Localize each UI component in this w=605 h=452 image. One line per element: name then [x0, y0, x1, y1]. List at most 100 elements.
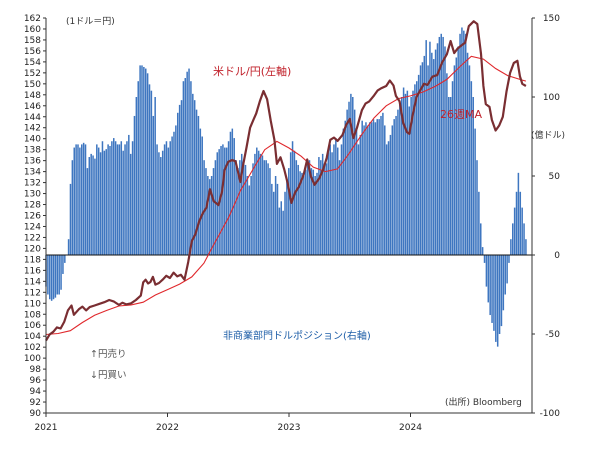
position-bar [402, 87, 405, 256]
position-bar [208, 179, 211, 255]
position-bar [474, 128, 476, 255]
position-bar [156, 144, 158, 255]
position-bar [304, 169, 307, 255]
left-tick-label: 100 [24, 354, 41, 364]
position-bar [272, 191, 275, 255]
position-bar [336, 147, 339, 255]
position-bar [58, 255, 60, 295]
position-bar [75, 144, 77, 255]
position-bar [310, 168, 313, 255]
left-tick-label: 92 [30, 398, 41, 408]
position-bar [519, 191, 522, 255]
left-tick-label: 90 [30, 409, 42, 419]
source-note: (出所) Bloomberg [445, 396, 522, 408]
position-bar [109, 145, 111, 255]
left-tick-label: 148 [24, 91, 41, 101]
position-bar [207, 176, 209, 255]
position-bar [240, 153, 243, 255]
position-bar [229, 131, 232, 255]
left-tick-label: 106 [24, 321, 41, 331]
position-bar [485, 255, 488, 287]
position-bar [333, 144, 335, 255]
position-bar [239, 160, 241, 255]
position-bar [342, 128, 345, 255]
left-tick-label: 144 [24, 113, 41, 123]
position-bar [513, 207, 516, 255]
position-bar [297, 164, 299, 255]
position-bar [79, 147, 81, 255]
position-bar [453, 65, 456, 256]
right-tick-label: -100 [540, 409, 561, 419]
position-bar [327, 152, 330, 255]
position-bar [276, 183, 279, 255]
position-bar [352, 97, 354, 255]
position-bar [412, 90, 414, 256]
left-tick-label: 160 [24, 25, 41, 35]
position-bar [259, 153, 262, 255]
position-bar [124, 144, 126, 255]
position-bar [400, 97, 403, 255]
position-bar [481, 247, 484, 255]
position-bar [385, 144, 388, 255]
position-bar [512, 223, 514, 255]
usdjpy-label: 米ドル/円(左軸) [213, 64, 291, 78]
left-tick-label: 102 [24, 343, 41, 353]
left-tick-label: 136 [24, 157, 41, 167]
position-bar [378, 119, 380, 256]
position-bar [128, 134, 130, 255]
position-bar [357, 144, 360, 255]
position-bar [242, 163, 245, 255]
left-tick-label: 116 [24, 266, 41, 276]
position-bar [167, 147, 170, 255]
right-axis-unit: (億ドル) [531, 129, 565, 141]
position-bar [416, 81, 418, 255]
position-bar [77, 144, 79, 255]
position-bar [203, 160, 205, 255]
position-bar [84, 144, 87, 255]
right-tick-label: -50 [545, 330, 560, 340]
position-bar [97, 147, 100, 255]
position-bar [197, 115, 200, 256]
position-bar [113, 138, 115, 255]
position-bar [261, 155, 264, 255]
left-tick-label: 134 [24, 168, 41, 178]
position-bar [173, 131, 175, 255]
position-bar [459, 33, 461, 255]
position-bar [201, 136, 203, 255]
position-bar [244, 164, 247, 255]
position-bar [463, 30, 465, 255]
position-bar [508, 255, 510, 263]
position-bar [510, 239, 512, 255]
position-bar [220, 145, 222, 255]
position-bar [318, 157, 320, 255]
position-bar [517, 172, 520, 255]
left-tick-label: 118 [24, 255, 41, 265]
position-bar [150, 90, 153, 256]
left-tick-label: 156 [24, 47, 41, 57]
position-bar [116, 144, 119, 255]
position-bar [410, 97, 412, 255]
position-bar [478, 191, 480, 255]
position-bar [231, 128, 234, 255]
position-bar [92, 155, 94, 255]
position-bar [105, 149, 107, 255]
position-bar [425, 40, 427, 256]
position-bar [506, 255, 508, 284]
position-bar [263, 160, 266, 255]
position-bar [284, 191, 286, 255]
position-bar [114, 141, 117, 255]
position-bar [99, 152, 102, 255]
position-bar [81, 144, 83, 255]
position-bar [389, 134, 392, 255]
position-bar [380, 115, 382, 256]
position-bar [271, 183, 273, 255]
position-bar [107, 144, 109, 255]
position-bar [71, 160, 74, 255]
position-bar [491, 255, 493, 323]
position-bar [52, 255, 55, 300]
right-tick-label: 50 [549, 172, 561, 182]
position-bar [69, 183, 72, 255]
position-bar [193, 100, 196, 255]
position-bar [145, 68, 147, 255]
